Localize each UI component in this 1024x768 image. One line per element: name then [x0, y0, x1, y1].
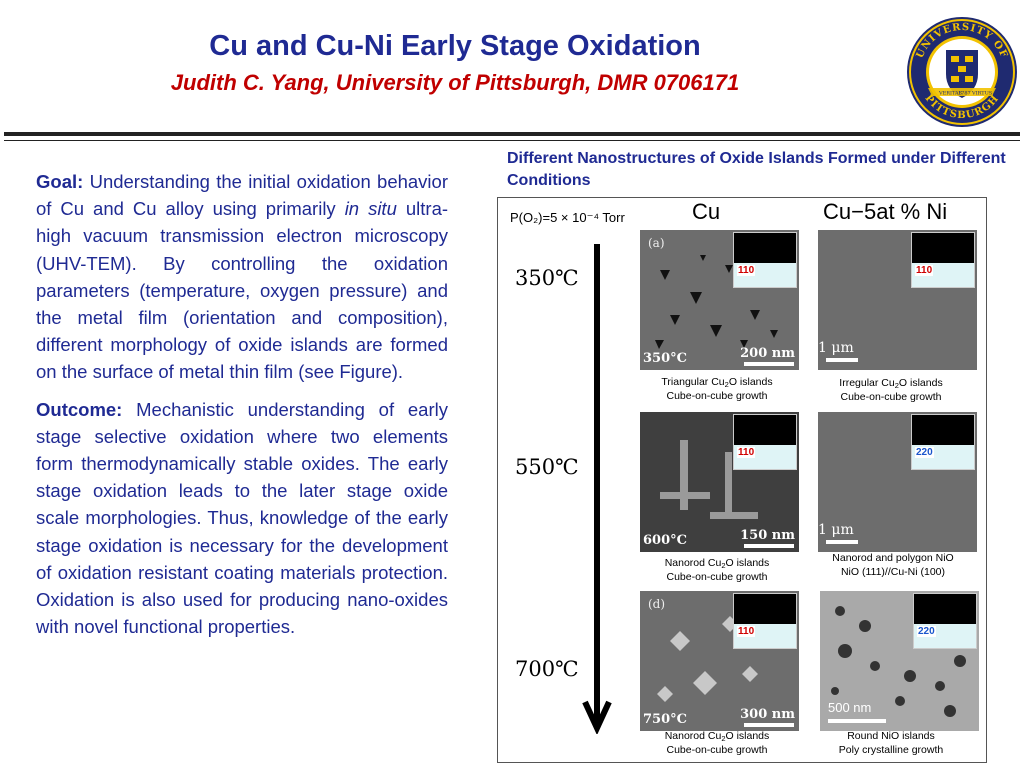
panel-scale-c: 150 nm: [740, 528, 795, 543]
caption-e-line-1: Nanorod Cu2O islands: [664, 730, 770, 743]
caption-d-line-2: NiO (111)//Cu-Ni (100): [840, 566, 946, 578]
diffraction-pattern: [734, 415, 796, 445]
seal-year: 1787: [958, 91, 971, 97]
micrograph-cu-550: 600°C 150 nm 110: [640, 412, 799, 552]
caption-b-line-1: Irregular Cu2O islands: [839, 377, 943, 390]
header-divider-thin: [4, 140, 1020, 141]
diffraction-index-f: 220: [917, 626, 936, 637]
header-divider-thick: [4, 132, 1020, 136]
body-text: Goal: Understanding the initial oxidatio…: [36, 168, 448, 650]
caption-c-line-1: Nanorod Cu2O islands: [664, 557, 770, 570]
panel-temp-a: 350°C: [643, 351, 687, 366]
caption-f-line-1: Round NiO islands: [847, 730, 935, 742]
goal-text-1: Understanding the initial oxidation beha…: [36, 171, 448, 220]
diffraction-inset-a: 110: [733, 232, 797, 288]
outcome-paragraph: Outcome: Mechanistic understanding of ea…: [36, 396, 448, 641]
diffraction-inset-f: 220: [913, 593, 977, 649]
diffraction-pattern: [914, 594, 976, 624]
micrograph-cuni-550: 1 μm 220: [818, 412, 977, 552]
scale-bar-b: [826, 358, 858, 362]
scale-bar-a: [744, 362, 794, 366]
diffraction-index-b: 110: [915, 265, 934, 276]
scale-bar-d: [826, 540, 858, 544]
caption-b-line-2: Cube-on-cube growth: [840, 391, 942, 403]
goal-paragraph: Goal: Understanding the initial oxidatio…: [36, 168, 448, 386]
diffraction-inset-c: 110: [733, 414, 797, 470]
seal-ribbon-right: VIRTUS: [971, 91, 993, 97]
square-islands-texture: [657, 616, 758, 702]
goal-label: Goal:: [36, 171, 84, 192]
triangular-islands-texture: [655, 255, 778, 349]
diffraction-inset-e: 110: [733, 593, 797, 649]
caption-e: Nanorod Cu2O islands Cube-on-cube growth: [632, 729, 802, 757]
goal-italic: in situ: [344, 198, 397, 220]
diffraction-inset-b: 110: [911, 232, 975, 288]
caption-c: Nanorod Cu2O islands Cube-on-cube growth: [632, 556, 802, 584]
nanorod-texture: [660, 440, 758, 519]
caption-d: Nanorod and polygon NiO NiO (111)//Cu-Ni…: [808, 551, 978, 579]
caption-d-line-1: Nanorod and polygon NiO: [832, 552, 954, 564]
temperature-arrow: [582, 244, 612, 734]
panel-scale-d: 1 μm: [818, 522, 854, 538]
figure-heading: Different Nanostructures of Oxide Island…: [507, 150, 1006, 189]
diffraction-pattern: [912, 415, 974, 445]
caption-b: Irregular Cu2O islands Cube-on-cube grow…: [806, 376, 976, 404]
panel-scale-f: 500 nm: [828, 700, 872, 715]
temperature-label-1: 350℃: [515, 266, 579, 290]
micrograph-cuni-700: 500 nm 220: [820, 591, 979, 731]
slide-title: Cu and Cu-Ni Early Stage Oxidation: [209, 30, 701, 62]
panel-temp-c: 600°C: [643, 533, 687, 548]
diffraction-pattern: [912, 233, 974, 263]
diffraction-index-a: 110: [737, 265, 756, 276]
caption-a-line-2: Cube-on-cube growth: [666, 390, 768, 402]
scale-bar-e: [744, 723, 794, 727]
panel-temp-e: 750°C: [643, 712, 687, 727]
seal-ribbon-left: VERITAS: [938, 91, 963, 97]
panel-scale-a: 200 nm: [740, 346, 795, 361]
scale-bar-f: [828, 719, 886, 723]
scale-bar-c: [744, 544, 794, 548]
caption-c-line-2: Cube-on-cube growth: [666, 571, 768, 583]
diffraction-inset-d: 220: [911, 414, 975, 470]
round-islands-texture: [831, 606, 966, 717]
diffraction-index-c: 110: [737, 447, 756, 458]
panel-letter-e: (d): [648, 597, 666, 611]
diffraction-index-e: 110: [737, 626, 756, 637]
caption-f-line-2: Poly crystalline growth: [838, 744, 944, 756]
outcome-text: Mechanistic understanding of early stage…: [36, 398, 448, 638]
caption-a-line-1: Triangular Cu2O islands: [661, 376, 773, 389]
diffraction-pattern: [734, 594, 796, 624]
panel-scale-b: 1 μm: [818, 340, 854, 356]
university-seal-logo: UNIVERSITY OF PITTSBURGH VERITAS 1787 VI…: [907, 17, 1017, 127]
caption-f: Round NiO islands Poly crystalline growt…: [806, 729, 976, 757]
micrograph-cu-350: (a) 350°C 200 nm 110: [640, 230, 799, 370]
outcome-label: Outcome:: [36, 398, 123, 420]
slide-subtitle: Judith C. Yang, University of Pittsburgh…: [170, 70, 740, 95]
oxygen-pressure-label: P(O₂)=5 × 10⁻⁴ Torr: [510, 210, 625, 225]
column-header-cu: Cu: [692, 199, 721, 224]
diffraction-pattern: [734, 233, 796, 263]
temperature-label-3: 700℃: [515, 657, 579, 681]
micrograph-cuni-350: 1 μm 110: [818, 230, 977, 370]
column-header-cu-ni: Cu−5at % Ni: [823, 199, 948, 224]
micrograph-cu-700: (d) 750°C 300 nm 110: [640, 591, 799, 731]
panel-scale-e: 300 nm: [740, 707, 795, 722]
diffraction-index-d: 220: [915, 447, 934, 458]
caption-a: Triangular Cu2O islands Cube-on-cube gro…: [632, 375, 802, 403]
caption-e-line-2: Cube-on-cube growth: [666, 744, 768, 756]
panel-letter-a: (a): [648, 236, 665, 250]
temperature-label-2: 550℃: [515, 455, 579, 479]
goal-text-2: ultra-high vacuum transmission electron …: [36, 198, 449, 383]
